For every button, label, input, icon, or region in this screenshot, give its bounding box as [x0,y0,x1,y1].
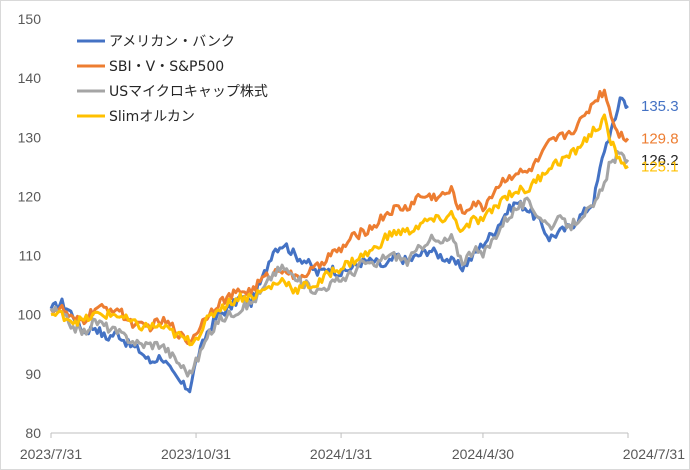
y-axis: 80 90 100 110 120 130 140 150 [18,11,42,441]
legend-label: アメリカン・バンク [109,34,235,50]
x-tick-label: 2024/1/31 [310,446,372,462]
x-tick-label: 2024/7/31 [623,446,685,462]
end-value-label: 125.1 [641,158,679,175]
end-value-label: 126.2 [641,152,679,169]
x-tick-label: 2024/4/30 [452,446,514,462]
y-tick-label: 90 [25,366,41,382]
series-line [50,113,629,347]
series-lines [49,88,630,394]
y-tick-label: 140 [18,70,42,86]
series-line [49,96,629,394]
legend-label: SBI・V・S&P500 [109,59,224,75]
legend: アメリカン・バンク SBI・V・S&P500 USマイクロキャップ株式 Slimオルカ… [77,34,268,125]
y-tick-label: 150 [18,11,42,27]
y-tick-label: 80 [25,425,41,441]
legend-label: USマイクロキャップ株式 [109,84,268,100]
end-value-label: 129.8 [641,130,679,147]
x-axis: 2023/7/31 2023/10/31 2024/1/31 2024/4/30 202… [20,432,685,462]
y-tick-label: 100 [18,307,42,323]
end-value-label: 135.3 [641,98,679,115]
y-tick-label: 130 [18,129,42,145]
x-tick-label: 2023/7/31 [20,446,82,462]
x-tick-label: 2023/10/31 [161,446,231,462]
legend-label: Slimオルカン [109,109,195,125]
y-tick-label: 120 [18,188,42,204]
series-line [49,88,630,345]
series-line [49,149,630,378]
y-tick-label: 110 [19,248,42,264]
